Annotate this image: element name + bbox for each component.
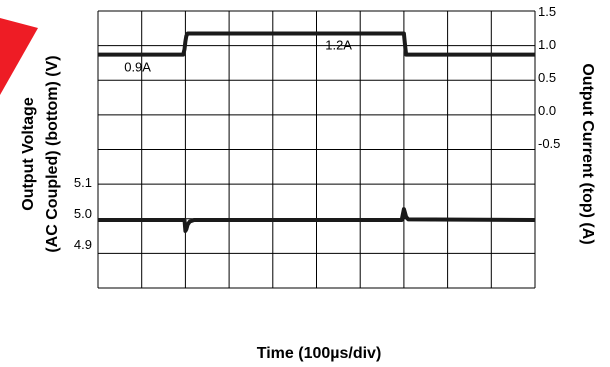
right-tick-label: 1.5 bbox=[538, 4, 556, 19]
corner-badge bbox=[0, 18, 38, 95]
right-axis-ticks: 1.5 1.0 0.5 0.0 -0.5 bbox=[538, 4, 560, 151]
voltage-trace bbox=[98, 207, 536, 233]
right-tick-label: -0.5 bbox=[538, 136, 560, 151]
traces bbox=[98, 31, 536, 233]
plot-grid bbox=[97, 10, 536, 289]
left-tick-label: 5.0 bbox=[74, 206, 92, 221]
left-axis-ticks: 5.1 5.0 4.9 bbox=[74, 175, 92, 252]
right-axis-title: Output Current (top) (A) bbox=[579, 63, 596, 244]
left-axis-title-line1: Output Voltage bbox=[20, 97, 37, 211]
left-tick-label: 5.1 bbox=[74, 175, 92, 190]
x-axis-title: Time (100µs/div) bbox=[257, 345, 382, 362]
annotation-label: 1.2A bbox=[325, 37, 352, 52]
annotation-label: 0.9A bbox=[124, 60, 151, 75]
current-trace bbox=[98, 31, 535, 57]
right-tick-label: 0.5 bbox=[538, 70, 556, 85]
right-tick-label: 1.0 bbox=[538, 37, 556, 52]
annotations: 0.9A 1.2A bbox=[124, 37, 352, 74]
right-tick-label: 0.0 bbox=[538, 103, 556, 118]
left-axis-title-line2: (AC Coupled) (bottom) (V) bbox=[44, 55, 61, 252]
left-tick-label: 4.9 bbox=[74, 237, 92, 252]
